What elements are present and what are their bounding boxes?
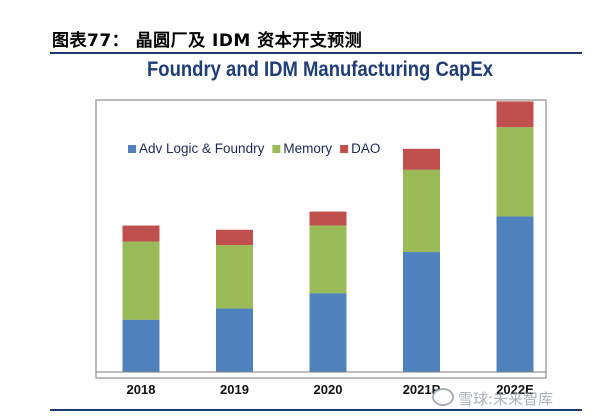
bar-2022e-dao bbox=[496, 101, 534, 128]
bar-2019-memory bbox=[216, 245, 253, 309]
bars-layer bbox=[122, 101, 534, 372]
x-tick-labels: 2018 2019 2020 2021P 2022E bbox=[127, 382, 535, 397]
bar-2018-adv-logic-foundry bbox=[122, 319, 160, 372]
x-tick-label: 2022E bbox=[496, 382, 534, 397]
bar-2022e-memory bbox=[496, 127, 534, 217]
bar-2021p-memory bbox=[403, 169, 440, 253]
legend-swatch bbox=[128, 145, 136, 153]
chart-title: Foundry and IDM Manufacturing CapEx bbox=[146, 58, 494, 81]
bar-2019-dao bbox=[216, 229, 253, 246]
bar-2022e-adv-logic-foundry bbox=[496, 216, 534, 372]
x-tick-label: 2019 bbox=[220, 382, 249, 397]
x-tick-label: 2021P bbox=[403, 382, 441, 397]
legend-label: Memory bbox=[283, 141, 332, 156]
bar-2018-dao bbox=[122, 225, 160, 242]
snowball-logo-icon bbox=[432, 388, 454, 406]
bar-2018-memory bbox=[122, 241, 160, 320]
caption-divider bbox=[50, 52, 582, 54]
legend-label: DAO bbox=[351, 141, 380, 156]
legend: Adv Logic & Foundry Memory DAO bbox=[128, 141, 380, 156]
watermark-text: 雪球:未来智库 bbox=[458, 390, 554, 408]
legend-swatch bbox=[340, 145, 349, 153]
bottom-divider bbox=[50, 409, 582, 411]
bar-2020-memory bbox=[309, 225, 347, 294]
bar-2021p-dao bbox=[403, 148, 440, 170]
bar-2019-adv-logic-foundry bbox=[216, 308, 253, 372]
x-tick-label: 2018 bbox=[127, 382, 156, 397]
x-tick-label: 2020 bbox=[314, 382, 343, 397]
bar-2020-dao bbox=[309, 211, 347, 226]
bar-2020-adv-logic-foundry bbox=[309, 293, 347, 372]
legend-swatch bbox=[272, 145, 281, 153]
figure-caption: 图表77： 晶圆厂及 IDM 资本开支预测 bbox=[52, 31, 363, 51]
bar-2021p-adv-logic-foundry bbox=[403, 252, 440, 372]
watermark: 雪球:未来智库 bbox=[432, 388, 592, 409]
legend-label: Adv Logic & Foundry bbox=[139, 141, 265, 156]
